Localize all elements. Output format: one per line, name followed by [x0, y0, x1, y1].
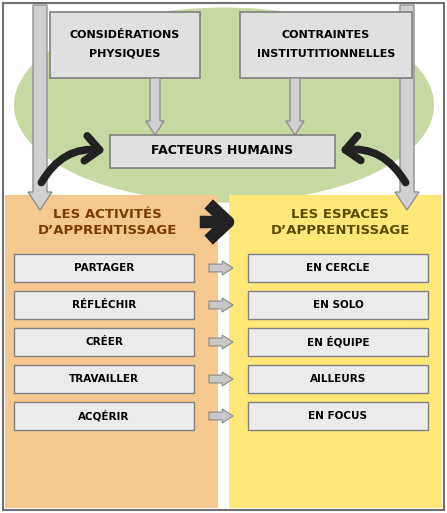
FancyArrowPatch shape — [346, 135, 405, 183]
Text: CONTRAINTES: CONTRAINTES — [282, 30, 370, 40]
FancyBboxPatch shape — [14, 254, 194, 282]
FancyArrowPatch shape — [42, 136, 100, 183]
Text: TRAVAILLER: TRAVAILLER — [69, 374, 139, 384]
Text: ACQÉRIR: ACQÉRIR — [78, 410, 130, 422]
Text: D’APPRENTISSAGE: D’APPRENTISSAGE — [37, 225, 177, 238]
Polygon shape — [209, 298, 233, 312]
Polygon shape — [146, 78, 164, 135]
Text: CONSIDÉRATIONS: CONSIDÉRATIONS — [70, 30, 180, 40]
FancyBboxPatch shape — [240, 12, 412, 78]
FancyBboxPatch shape — [14, 328, 194, 356]
FancyBboxPatch shape — [110, 135, 335, 168]
Ellipse shape — [14, 8, 434, 203]
Polygon shape — [395, 5, 419, 210]
Text: INSTITUTITIONNELLES: INSTITUTITIONNELLES — [257, 49, 395, 59]
Text: PARTAGER: PARTAGER — [74, 263, 134, 273]
Polygon shape — [209, 409, 233, 423]
Text: EN FOCUS: EN FOCUS — [308, 411, 367, 421]
Text: RÉFLÉCHIR: RÉFLÉCHIR — [72, 300, 136, 310]
Polygon shape — [209, 372, 233, 386]
Polygon shape — [28, 5, 52, 210]
FancyBboxPatch shape — [248, 402, 428, 430]
Text: EN SOLO: EN SOLO — [312, 300, 363, 310]
Text: EN CERCLE: EN CERCLE — [306, 263, 370, 273]
Polygon shape — [286, 78, 304, 135]
Text: CRÉER: CRÉER — [85, 337, 123, 347]
FancyBboxPatch shape — [248, 254, 428, 282]
FancyBboxPatch shape — [248, 291, 428, 319]
Text: FACTEURS HUMAINS: FACTEURS HUMAINS — [151, 145, 293, 157]
FancyBboxPatch shape — [14, 291, 194, 319]
FancyBboxPatch shape — [248, 328, 428, 356]
Bar — [229, 195, 442, 508]
Text: LES ACTIVITÉS: LES ACTIVITÉS — [53, 208, 161, 222]
FancyBboxPatch shape — [50, 12, 200, 78]
FancyBboxPatch shape — [14, 365, 194, 393]
Text: D’APPRENTISSAGE: D’APPRENTISSAGE — [270, 225, 410, 238]
Text: AILLEURS: AILLEURS — [310, 374, 366, 384]
FancyArrowPatch shape — [200, 204, 228, 240]
Polygon shape — [209, 335, 233, 349]
Polygon shape — [209, 261, 233, 275]
FancyBboxPatch shape — [14, 402, 194, 430]
Text: LES ESPACES: LES ESPACES — [291, 208, 389, 222]
Text: PHYSIQUES: PHYSIQUES — [89, 49, 160, 59]
Text: EN ÉQUIPE: EN ÉQUIPE — [307, 336, 369, 348]
Bar — [5, 195, 218, 508]
FancyBboxPatch shape — [248, 365, 428, 393]
